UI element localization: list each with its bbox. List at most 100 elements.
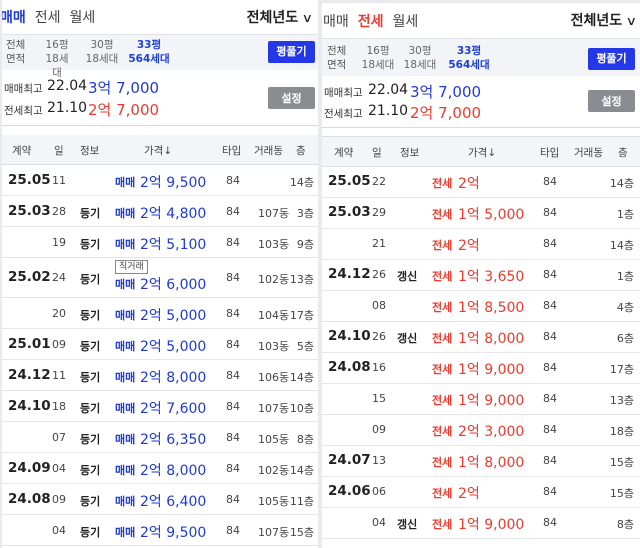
deal-kind: 매매	[115, 207, 136, 220]
year-filter-dropdown[interactable]: 전체년도 ∨	[247, 7, 314, 27]
table-row[interactable]: 24.08 09 등기 매매 2억 6,400 84 105동 11층	[2, 484, 318, 515]
col-contract[interactable]: 계약	[334, 147, 354, 159]
size-option-30[interactable]: 30평 18세대	[84, 38, 120, 66]
unit-type: 84	[226, 205, 240, 218]
col-floor[interactable]: 층	[618, 147, 628, 159]
col-floor[interactable]: 층	[296, 145, 306, 157]
settings-button[interactable]: 설정	[588, 90, 635, 112]
building-number: 106동	[258, 371, 290, 384]
size-option-16[interactable]: 16평 18세대	[360, 44, 396, 72]
size-option-33[interactable]: 33평 564세대	[126, 38, 172, 66]
size-row-labels: 전체 면적	[6, 38, 25, 66]
deal-kind: 전세	[432, 332, 453, 345]
table-row[interactable]: 25.05 11 매매 2억 9,500 84 14층	[2, 165, 318, 196]
tab-sale[interactable]: 매매	[323, 13, 349, 30]
table-row[interactable]: 24.12 26 갱신 전세 1억 3,650 84 1층	[322, 260, 640, 291]
size-pyeong: 16평	[45, 39, 69, 51]
col-info[interactable]: 정보	[80, 145, 100, 157]
deal-price: 2억	[458, 238, 480, 254]
floor: 14층	[289, 176, 314, 189]
size-option-33[interactable]: 33평 564세대	[446, 44, 492, 72]
table-row[interactable]: 25.03 29 전세 1억 5,000 84 1층	[322, 198, 640, 229]
registry-info: 갱신	[397, 332, 418, 345]
deal-kind: 매매	[115, 278, 136, 291]
col-building[interactable]: 거래동	[574, 147, 603, 159]
floor: 17층	[289, 309, 314, 322]
size-label-all: 전체	[327, 45, 347, 57]
pyeong-toggle-button[interactable]: 평풀기	[588, 48, 635, 70]
year-filter-dropdown[interactable]: 전체년도 ∨	[571, 10, 638, 30]
tab-monthly[interactable]: 월세	[392, 13, 419, 30]
col-price[interactable]: 가격↓	[144, 145, 173, 157]
deal-price: 2억 5,000	[140, 308, 207, 324]
table-row[interactable]: 24.10 18 등기 매매 2억 7,600 84 107동 10층	[2, 391, 318, 422]
table-row[interactable]: 07 등기 매매 2억 6,350 84 105동 8층	[2, 422, 318, 453]
tab-lease[interactable]: 전세	[34, 10, 61, 26]
deal-price: 2억 6,350	[140, 432, 207, 448]
lease-max-label: 전세최고	[4, 105, 43, 117]
col-building[interactable]: 거래동	[254, 145, 283, 157]
size-units: 564세대	[448, 59, 490, 71]
sale-max-label: 매매최고	[4, 83, 43, 95]
table-row[interactable]: 20 등기 매매 2억 5,000 84 104동 17층	[2, 298, 318, 329]
table-row[interactable]: 08 전세 1억 8,500 84 4층	[322, 291, 640, 322]
sale-max-date: 22.04	[368, 82, 409, 98]
table-row[interactable]: 25.01 09 등기 매매 2억 5,000 84 103동 5층	[2, 329, 318, 360]
registry-info: 갱신	[397, 518, 418, 531]
table-row[interactable]: 24.10 26 갱신 전세 1억 8,000 84 6층	[322, 322, 640, 353]
deal-kind: 전세	[432, 518, 453, 531]
col-type[interactable]: 타입	[222, 145, 242, 157]
col-day[interactable]: 일	[54, 145, 64, 157]
table-row[interactable]: 25.05 22 전세 2억 84 14층	[322, 167, 640, 198]
contract-day: 15	[372, 392, 386, 405]
size-option-30[interactable]: 30평 18세대	[402, 44, 438, 72]
direct-deal-tag: 직거래	[115, 260, 148, 274]
size-option-16[interactable]: 16평 18세대	[42, 38, 72, 80]
table-row[interactable]: 25.03 28 등기 매매 2억 4,800 84 107동 3층	[2, 196, 318, 227]
contract-date: 24.09	[8, 460, 51, 476]
floor: 14층	[609, 177, 634, 190]
table-row[interactable]: 24.06 06 전세 2억 84 15층	[322, 477, 640, 508]
table-row[interactable]: 24.09 04 등기 매매 2억 8,000 84 102동 14층	[2, 453, 318, 484]
contract-day: 28	[52, 205, 66, 218]
deal-kind: 전세	[432, 456, 453, 469]
table-row[interactable]: 19 등기 매매 2억 5,100 84 103동 9층	[2, 227, 318, 258]
building-number: 105동	[258, 495, 290, 508]
deal-kind: 전세	[432, 425, 453, 438]
table-row[interactable]: 24.12 11 등기 매매 2억 8,000 84 106동 14층	[2, 360, 318, 391]
size-pyeong: 30평	[90, 39, 114, 51]
col-contract[interactable]: 계약	[12, 145, 32, 157]
deal-price: 2억 9,500	[140, 175, 207, 191]
table-row[interactable]: 04 등기 매매 2억 9,500 84 107동 15층	[2, 515, 318, 546]
table-row[interactable]: 15 전세 1억 9,000 84 13층	[322, 384, 640, 415]
spacer	[2, 126, 318, 135]
col-type[interactable]: 타입	[540, 147, 560, 159]
table-row[interactable]: 24.07 13 전세 1억 8,000 84 15층	[322, 446, 640, 477]
col-day[interactable]: 일	[372, 147, 382, 159]
building-number: 103동	[258, 238, 290, 251]
table-row[interactable]: 25.02 24 등기 직거래 매매 2억 6,000 84 102동 13층	[2, 258, 318, 298]
deal-price: 1억 3,650	[458, 269, 525, 285]
tab-monthly[interactable]: 월세	[69, 10, 96, 26]
deal-price: 2억 8,000	[140, 463, 207, 479]
size-filter: 전체 면적 16평 18세대 30평 18세대 33평 564세대 평풀기	[322, 38, 640, 76]
col-price[interactable]: 가격↓	[468, 147, 497, 159]
unit-type: 84	[543, 175, 557, 188]
deal-kind: 매매	[115, 433, 136, 446]
floor: 14층	[289, 371, 314, 384]
table-row[interactable]: 04 갱신 전세 1억 9,000 84 8층	[322, 508, 640, 539]
pyeong-toggle-button[interactable]: 평풀기	[268, 41, 315, 63]
tab-lease[interactable]: 전세	[357, 13, 384, 30]
table-row[interactable]: 09 전세 2억 3,000 84 18층	[322, 415, 640, 446]
building-number: 103동	[258, 340, 290, 353]
floor: 18층	[609, 425, 634, 438]
size-pyeong: 33평	[456, 45, 482, 57]
building-number: 102동	[258, 464, 290, 477]
tab-sale[interactable]: 매매	[2, 10, 26, 26]
contract-day: 07	[52, 431, 66, 444]
table-row[interactable]: 21 전세 2억 84 14층	[322, 229, 640, 260]
registry-info: 등기	[80, 207, 101, 220]
table-row[interactable]: 24.08 16 전세 1억 9,000 84 17층	[322, 353, 640, 384]
settings-button[interactable]: 설정	[268, 87, 315, 109]
col-info[interactable]: 정보	[400, 147, 420, 159]
